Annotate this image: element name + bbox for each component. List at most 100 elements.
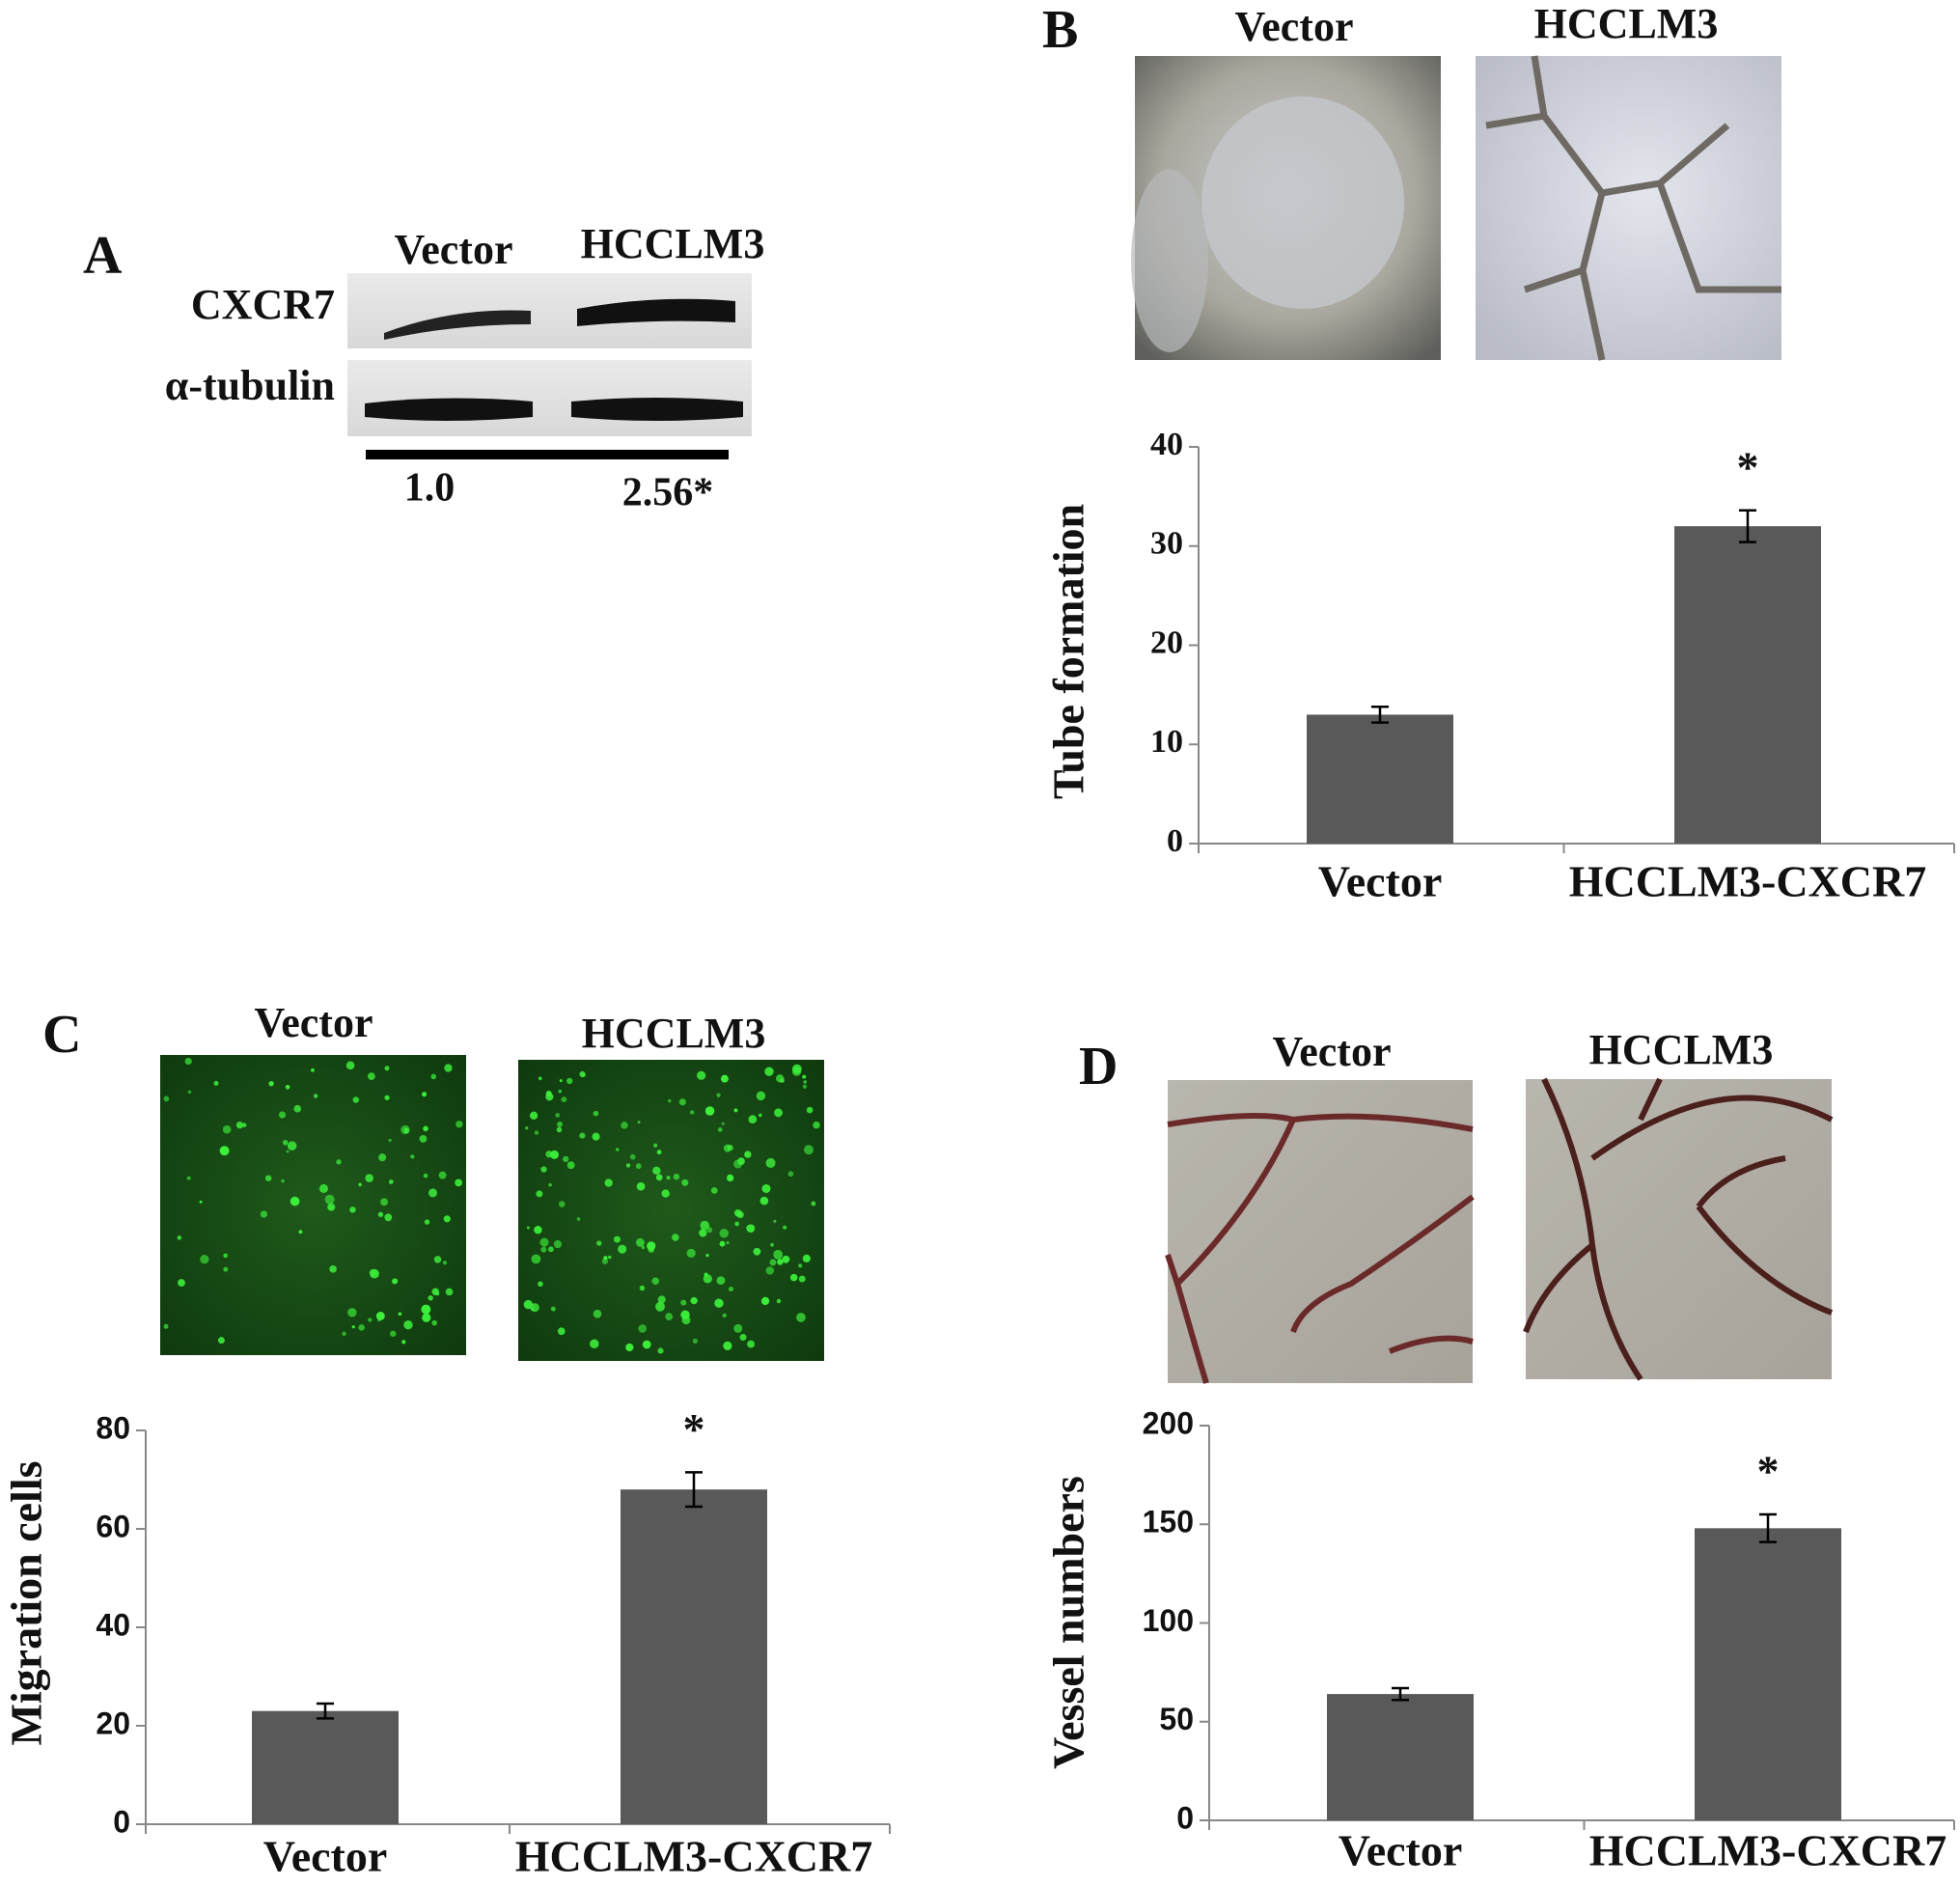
- cell: [746, 1224, 756, 1234]
- cell: [607, 1255, 612, 1260]
- cell: [388, 1138, 392, 1142]
- separator: [366, 450, 729, 459]
- y-tick-label: 100: [1143, 1603, 1194, 1638]
- blot-band: [577, 298, 735, 326]
- cell: [388, 1179, 394, 1184]
- cell: [223, 1253, 229, 1259]
- y-tick-label: 50: [1159, 1702, 1194, 1736]
- blot-band: [384, 310, 531, 340]
- cell: [557, 1327, 566, 1336]
- cell: [419, 1135, 428, 1143]
- cell: [796, 1313, 806, 1322]
- cell: [423, 1125, 428, 1132]
- cell: [765, 1157, 776, 1168]
- cell: [347, 1308, 357, 1317]
- cell: [540, 1166, 547, 1173]
- y-tick-label: 40: [1150, 427, 1183, 462]
- cell: [443, 1215, 451, 1223]
- cell: [760, 1296, 770, 1306]
- cell: [764, 1067, 774, 1076]
- cell: [782, 1255, 790, 1263]
- micrograph: [518, 1060, 824, 1361]
- cell: [349, 1206, 356, 1213]
- cell: [637, 1121, 641, 1124]
- cell: [428, 1188, 438, 1198]
- cell: [187, 1090, 192, 1095]
- significance-marker: *: [683, 1404, 705, 1454]
- cell: [733, 1209, 742, 1217]
- cell: [431, 1319, 437, 1326]
- cell: [318, 1183, 328, 1194]
- panel-letter: B: [1042, 0, 1078, 60]
- bar: [1307, 714, 1453, 844]
- cell: [603, 1256, 608, 1261]
- cell: [714, 1298, 724, 1308]
- cell: [621, 1122, 628, 1129]
- cell: [590, 1339, 599, 1348]
- cell: [601, 1258, 609, 1264]
- cell: [739, 1333, 747, 1341]
- cell: [655, 1174, 663, 1181]
- cell: [345, 1061, 355, 1070]
- cell: [184, 1057, 192, 1066]
- cell: [581, 1072, 586, 1077]
- cell: [699, 1229, 707, 1237]
- cell: [806, 1106, 814, 1114]
- cell: [424, 1219, 430, 1225]
- row-label: α-tubulin: [165, 362, 335, 409]
- cell: [726, 1241, 730, 1245]
- cell: [365, 1174, 373, 1182]
- cell: [281, 1179, 285, 1183]
- error-bar: [1759, 1512, 1777, 1543]
- cell: [719, 1228, 730, 1238]
- y-tick-label: 60: [96, 1509, 130, 1543]
- bar: [1327, 1694, 1474, 1820]
- cell: [313, 1094, 318, 1098]
- cell: [550, 1306, 556, 1312]
- cell: [769, 1259, 777, 1266]
- image-label: Vector: [1235, 3, 1354, 50]
- error-bar: [1371, 705, 1389, 724]
- cell: [378, 1153, 387, 1162]
- cell: [327, 1203, 336, 1211]
- micrograph-detail: [1131, 169, 1208, 352]
- bar: [621, 1489, 767, 1824]
- cell: [710, 1186, 718, 1194]
- image-label: HCCLM3: [1589, 1026, 1774, 1073]
- cell: [791, 1067, 802, 1076]
- cell: [235, 1122, 244, 1129]
- cell: [290, 1196, 300, 1206]
- panel-letter: C: [42, 1005, 81, 1065]
- cell: [700, 1220, 710, 1231]
- cell: [442, 1261, 448, 1265]
- cell: [566, 1161, 575, 1170]
- cell: [722, 1313, 727, 1317]
- row-label: CXCR7: [191, 281, 335, 328]
- cell: [789, 1273, 798, 1282]
- cell: [534, 1130, 539, 1135]
- bar: [1695, 1528, 1841, 1820]
- cell: [278, 1111, 287, 1119]
- cell: [726, 1174, 734, 1182]
- cell: [716, 1276, 726, 1286]
- cell: [777, 1259, 784, 1265]
- cell: [268, 1080, 274, 1087]
- cell: [178, 1279, 185, 1288]
- cell: [733, 1108, 738, 1113]
- cell: [352, 1096, 360, 1103]
- micrograph: [160, 1055, 466, 1355]
- cell: [380, 1198, 388, 1206]
- cell: [672, 1234, 679, 1241]
- cell: [665, 1313, 674, 1320]
- cell: [770, 1242, 774, 1247]
- cell: [759, 1113, 762, 1118]
- ratio-label: 2.56*: [622, 471, 714, 515]
- cell: [652, 1166, 661, 1176]
- cell: [647, 1241, 656, 1251]
- cell: [455, 1179, 463, 1187]
- x-tick-label: HCCLM3-CXCR7: [1589, 1826, 1947, 1875]
- cell: [774, 1108, 783, 1118]
- cell: [803, 1080, 807, 1084]
- cell: [773, 1249, 784, 1260]
